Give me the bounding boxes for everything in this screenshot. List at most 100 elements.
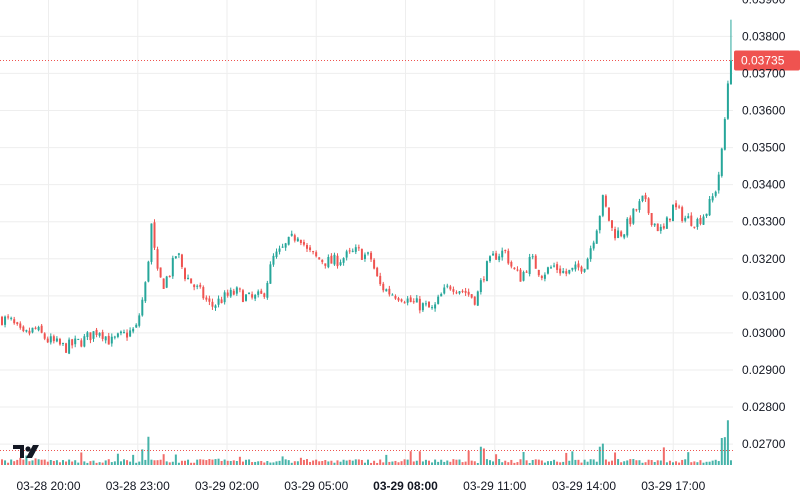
volume-bar — [196, 459, 199, 465]
candle-body — [135, 324, 138, 328]
volume-bar — [574, 459, 577, 465]
volume-bar — [202, 459, 205, 465]
volume-bar — [604, 459, 607, 465]
candle-body — [507, 250, 510, 264]
volume-bar — [607, 461, 610, 465]
candle-body — [443, 287, 446, 294]
candle-body — [342, 258, 345, 263]
volume-bar — [281, 456, 284, 465]
volume-bar — [43, 459, 46, 465]
candle-body — [324, 263, 327, 266]
candle-body — [241, 290, 244, 303]
volume-bar — [129, 461, 132, 465]
candle-body — [217, 298, 220, 305]
candle-body — [263, 293, 266, 297]
candle-body — [321, 259, 324, 263]
candle-body — [299, 239, 302, 244]
candle-body — [406, 298, 409, 303]
candle-body — [31, 327, 34, 333]
candle-body — [522, 272, 525, 281]
candle-body — [278, 248, 281, 252]
volume-bar — [464, 461, 467, 465]
y-tick-label: 0.03200 — [742, 252, 786, 266]
candle-body — [546, 267, 549, 274]
volume-bar — [272, 462, 275, 465]
volume-bar — [534, 459, 537, 465]
volume-bar — [159, 459, 162, 465]
candle-body — [379, 275, 382, 285]
volume-bar — [16, 459, 19, 465]
volume-bar — [729, 460, 732, 465]
candle-body — [110, 336, 113, 344]
volume-bar — [299, 457, 302, 465]
candle-body — [540, 276, 543, 279]
candle-body — [711, 196, 714, 201]
tradingview-logo[interactable] — [13, 445, 39, 458]
volume-bar — [180, 460, 183, 465]
candle-body — [211, 301, 214, 307]
candle-body — [260, 290, 263, 294]
grid-layer — [0, 0, 733, 467]
current-price-label: 0.03735 — [741, 53, 785, 67]
candle-body — [208, 298, 211, 302]
volume-bar — [571, 451, 574, 465]
candle-body — [473, 296, 476, 305]
x-tick-label: 03-28 20:00 — [16, 479, 80, 493]
volume-bar — [553, 459, 556, 465]
candle-body — [214, 305, 217, 308]
candle-body — [394, 295, 397, 299]
volume-bar — [354, 459, 357, 465]
volume-bar — [446, 460, 449, 465]
x-tick-label: 03-28 23:00 — [106, 479, 170, 493]
candle-body — [77, 338, 80, 340]
candle-body — [296, 238, 299, 242]
volume-bar — [266, 461, 269, 465]
candle-body — [592, 242, 595, 249]
candle-body — [141, 299, 144, 316]
volume-bar — [443, 461, 446, 465]
candle-body — [641, 195, 644, 202]
candle-body — [485, 261, 488, 282]
candle-body — [55, 338, 58, 342]
volume-bar — [598, 446, 601, 465]
volume-bar — [171, 461, 174, 465]
candle-body — [251, 294, 254, 298]
candle-body — [281, 246, 284, 248]
volume-bar — [156, 460, 159, 465]
candle-body — [611, 220, 613, 228]
candle-body — [391, 294, 394, 296]
candle-body — [16, 322, 19, 325]
candle-body — [626, 218, 629, 236]
candle-body — [309, 247, 312, 251]
candle-body — [22, 326, 25, 332]
volume-bar — [696, 462, 699, 465]
volume-bar — [360, 459, 363, 465]
volume-bar — [165, 461, 168, 465]
volume-bar — [278, 460, 281, 465]
candle-body — [690, 215, 693, 226]
volume-bar — [665, 462, 668, 465]
candle-body — [123, 332, 125, 334]
candle-body — [632, 208, 635, 224]
volume-bar — [318, 461, 321, 465]
volume-bar — [672, 462, 674, 465]
volume-bar — [138, 461, 141, 465]
candle-body — [357, 247, 360, 249]
volume-bar — [269, 462, 272, 465]
volume-bar — [315, 459, 318, 465]
volume-bar — [675, 461, 678, 465]
candle-body — [708, 199, 711, 216]
volume-bar — [537, 459, 540, 465]
volume-bar — [153, 460, 156, 465]
volume-bar — [668, 460, 671, 465]
candle-body — [668, 218, 671, 221]
volume-bar — [382, 462, 385, 465]
candle-body — [89, 332, 92, 341]
candle-body — [470, 294, 473, 298]
volume-bar — [501, 462, 504, 465]
candle-body — [492, 253, 495, 256]
candle-body — [202, 287, 205, 299]
volume-bar — [40, 459, 43, 465]
